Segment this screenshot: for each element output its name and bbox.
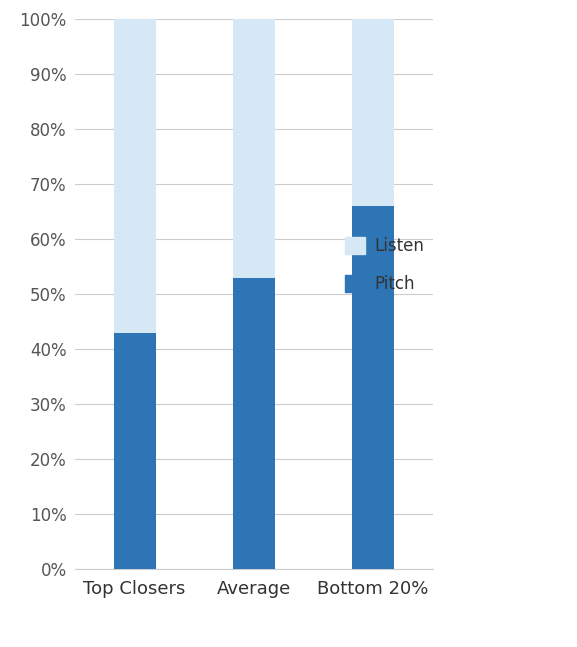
Bar [233,19,275,278]
Bar [352,206,394,569]
Bar [233,278,275,569]
Legend: Listen, Pitch: Listen, Pitch [344,237,425,293]
Bar [114,19,155,333]
Bar [114,333,155,569]
Bar [352,19,394,206]
